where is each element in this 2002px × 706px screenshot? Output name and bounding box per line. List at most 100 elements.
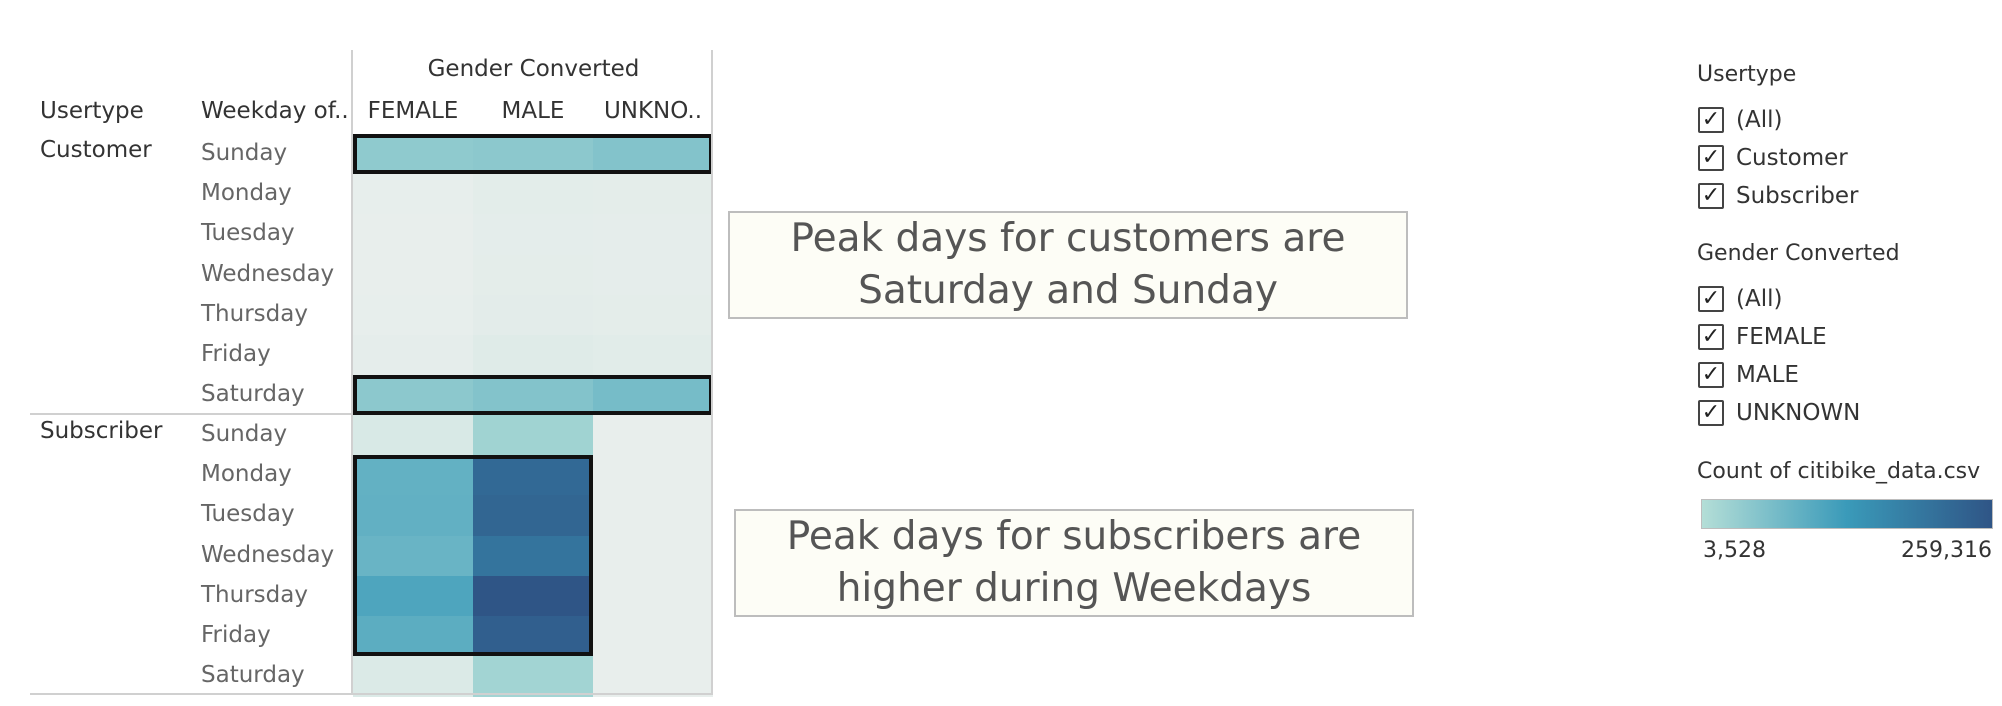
heatmap-cell[interactable] (353, 134, 473, 175)
heatmap-cell[interactable] (353, 174, 473, 216)
checkbox-icon[interactable]: ✓ (1698, 324, 1724, 350)
checkbox-icon[interactable]: ✓ (1698, 145, 1724, 171)
weekday-label: Sunday (201, 421, 288, 447)
heatmap-cell[interactable] (353, 616, 473, 657)
checkbox-icon[interactable]: ✓ (1698, 183, 1724, 209)
column-header-unknown: UNKNO.. (603, 98, 703, 124)
heatmap-cell[interactable] (353, 214, 473, 256)
weekday-label: Monday (201, 461, 292, 488)
weekday-label: Saturday (201, 381, 305, 408)
heatmap-cell[interactable] (593, 535, 713, 577)
row-header-weekday: Weekday of.. (201, 98, 349, 124)
heatmap-cell[interactable] (473, 375, 593, 417)
grid-vline-right (711, 50, 713, 695)
highlight-box (353, 134, 713, 175)
heatmap-cell[interactable] (593, 335, 713, 376)
usertype-label-subscriber: Subscriber (40, 418, 163, 444)
heatmap-cell[interactable] (353, 294, 473, 336)
grid-vline-left (351, 50, 353, 695)
color-legend-max: 259,316 (1901, 538, 1992, 563)
heatmap-cell[interactable] (353, 415, 473, 456)
weekday-label: Tuesday (201, 220, 295, 247)
checkbox-icon[interactable]: ✓ (1698, 362, 1724, 388)
weekday-label: Wednesday (201, 260, 335, 287)
heatmap-cell[interactable] (473, 535, 593, 577)
heatmap-cell[interactable] (593, 375, 713, 417)
weekday-label: Tuesday (201, 501, 295, 528)
gender-filter-label: FEMALE (1736, 324, 1827, 350)
checkbox-icon[interactable]: ✓ (1698, 286, 1724, 312)
column-header-female: FEMALE (367, 98, 459, 124)
weekday-label: Thursday (201, 300, 308, 327)
heatmap-cell[interactable] (353, 535, 473, 577)
usertype-filter-subscriber[interactable]: ✓ Subscriber (1698, 181, 1858, 211)
heatmap-cell[interactable] (473, 656, 593, 698)
usertype-filter-all[interactable]: ✓ (All) (1698, 105, 1782, 135)
weekday-label: Saturday (201, 662, 305, 689)
column-header-male: MALE (501, 98, 565, 124)
color-legend-min: 3,528 (1703, 538, 1766, 563)
heatmap-cell[interactable] (473, 134, 593, 175)
gender-filter-unknown[interactable]: ✓ UNKNOWN (1698, 398, 1860, 428)
heatmap-cell[interactable] (353, 455, 473, 497)
color-legend-title: Count of citibike_data.csv (1697, 459, 1981, 484)
heatmap-cell[interactable] (473, 254, 593, 296)
heatmap-cell[interactable] (593, 495, 713, 537)
usertype-filter-label: Subscriber (1736, 183, 1859, 209)
usertype-filter-customer[interactable]: ✓ Customer (1698, 143, 1848, 173)
row-header-usertype: Usertype (40, 98, 144, 124)
heatmap-cell[interactable] (593, 134, 713, 175)
heatmap-cell[interactable] (353, 254, 473, 296)
heatmap-cell[interactable] (473, 495, 593, 537)
heatmap-cell[interactable] (593, 294, 713, 336)
heatmap-cell[interactable] (473, 415, 593, 456)
heatmap-cell[interactable] (353, 495, 473, 537)
heatmap-cell[interactable] (593, 415, 713, 456)
usertype-label-customer: Customer (40, 137, 152, 163)
weekday-label: Friday (201, 622, 271, 648)
usertype-filter-label: (All) (1736, 107, 1783, 133)
weekday-label: Wednesday (201, 541, 335, 568)
group-separator (30, 413, 353, 415)
gender-filter-female[interactable]: ✓ FEMALE (1698, 322, 1827, 352)
gender-filter-label: UNKNOWN (1736, 400, 1861, 426)
checkbox-icon[interactable]: ✓ (1698, 107, 1724, 133)
heatmap-cell[interactable] (473, 455, 593, 497)
weekday-label: Sunday (201, 140, 288, 166)
heatmap-cell[interactable] (353, 335, 473, 376)
highlight-box (353, 375, 713, 416)
heatmap-cell[interactable] (593, 214, 713, 256)
heatmap-cell[interactable] (593, 254, 713, 296)
heatmap-cell[interactable] (593, 575, 713, 617)
highlight-box (353, 455, 593, 657)
heatmap-cell[interactable] (473, 335, 593, 376)
heatmap-cell[interactable] (473, 616, 593, 657)
table-bottom-line (30, 693, 713, 695)
usertype-filter-label: Customer (1736, 145, 1848, 171)
gender-filter-label: MALE (1736, 362, 1799, 388)
column-group-header: Gender Converted (427, 56, 640, 82)
gender-filter-label: (All) (1736, 286, 1783, 312)
heatmap-cell[interactable] (593, 174, 713, 216)
heatmap-cell[interactable] (473, 294, 593, 336)
heatmap-cell[interactable] (473, 174, 593, 216)
heatmap-cell[interactable] (353, 575, 473, 617)
annotation-customers: Peak days for customers are Saturday and… (728, 211, 1408, 319)
gender-filter-all[interactable]: ✓ (All) (1698, 284, 1782, 314)
heatmap-cell[interactable] (353, 375, 473, 417)
heatmap-cell[interactable] (593, 616, 713, 657)
checkbox-icon[interactable]: ✓ (1698, 400, 1724, 426)
weekday-label: Monday (201, 180, 292, 207)
annotation-subscribers: Peak days for subscribers are higher dur… (734, 509, 1414, 617)
heatmap-cell[interactable] (593, 455, 713, 497)
usertype-filter-title: Usertype (1697, 62, 1797, 87)
color-ramp (1701, 499, 1993, 529)
heatmap-cell[interactable] (473, 214, 593, 256)
weekday-label: Thursday (201, 581, 308, 608)
heatmap-cell[interactable] (353, 656, 473, 698)
gender-filter-title: Gender Converted (1697, 241, 1900, 266)
heatmap-cell[interactable] (473, 575, 593, 617)
heatmap-cell[interactable] (593, 656, 713, 698)
gender-filter-male[interactable]: ✓ MALE (1698, 360, 1799, 390)
weekday-label: Friday (201, 341, 271, 367)
